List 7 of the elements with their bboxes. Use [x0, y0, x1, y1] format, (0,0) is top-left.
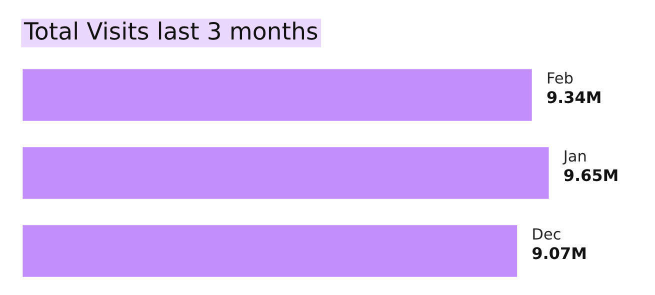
y-tick-label: Feb [548, 72, 573, 84]
chart-title: Total Visits last 3 months [24, 22, 318, 40]
y-tick-label: Jan [562, 150, 586, 165]
data-label: 9.65M [564, 169, 618, 182]
y-tick-label: Dec [533, 228, 560, 240]
data-label: 9.07M [532, 247, 586, 260]
data-label: 9.34M [547, 91, 600, 104]
